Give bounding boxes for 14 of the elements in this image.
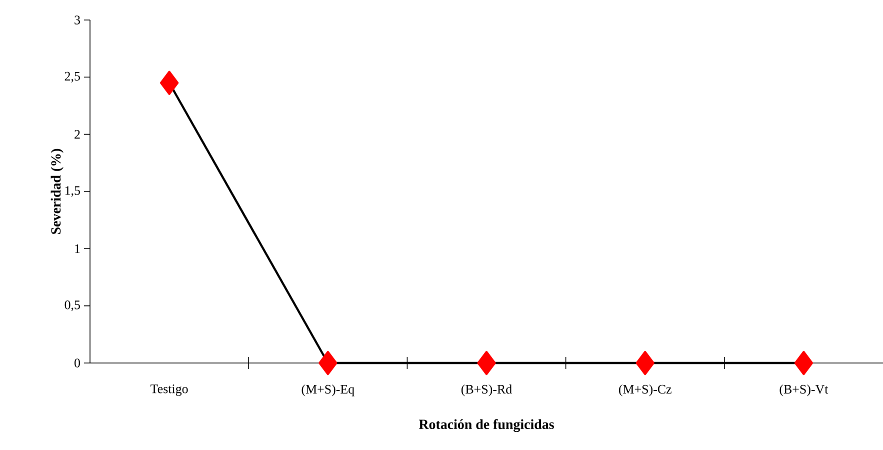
y-tick-label: 0: [74, 358, 80, 368]
y-tick-label: 3: [74, 16, 80, 24]
x-tick-label: (M+S)-Cz: [618, 384, 672, 396]
y-tick-label: 0,5: [64, 300, 80, 312]
x-tick-label: (B+S)-Rd: [461, 384, 512, 396]
y-tick-label: 1: [75, 244, 80, 253]
x-axis-title: Rotación de fungicidas: [418, 419, 554, 432]
x-tick-label: (B+S)-Vt: [780, 384, 828, 396]
y-tick-label: 2: [74, 130, 80, 139]
x-tick-label: (M+S)-Eq: [302, 384, 354, 396]
y-tick-label: 2,5: [64, 72, 80, 82]
y-axis-title: Severidad (%): [50, 148, 64, 234]
y-tick-label: 1,5: [65, 186, 80, 197]
x-tick-label: Testigo: [150, 384, 188, 396]
